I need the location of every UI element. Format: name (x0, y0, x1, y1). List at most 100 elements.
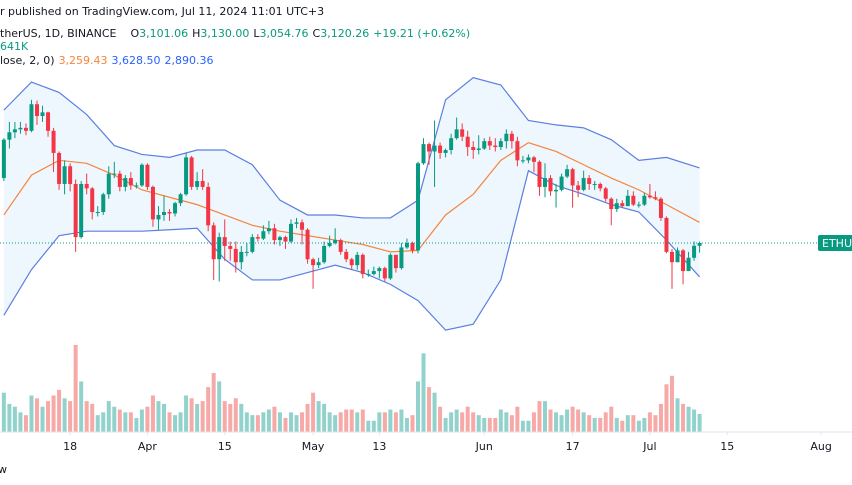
candle-body (101, 194, 106, 213)
volume-bar (211, 373, 216, 432)
candle-body (377, 268, 382, 272)
candle-body (178, 194, 183, 204)
volume-bar (537, 401, 542, 432)
volume-bar (609, 406, 614, 432)
legend-high: 3,130.00 (200, 27, 250, 40)
bb-upper (3, 77, 700, 219)
volume-bar (559, 415, 564, 432)
volume-bar (658, 403, 663, 432)
candle-body (415, 163, 420, 251)
candle-body (79, 183, 84, 238)
bb-lower-label: 2,890.36 (164, 54, 214, 67)
candle-body (366, 274, 371, 276)
volume-bar (570, 406, 575, 432)
candle-body (40, 112, 45, 117)
candle-body (84, 183, 89, 189)
volume-bar (255, 415, 260, 432)
candle-body (565, 169, 570, 177)
volume-bar (46, 401, 51, 432)
candle-body (239, 251, 244, 263)
candle-body (404, 243, 409, 248)
volume-bar (697, 413, 702, 432)
candle-body (156, 214, 161, 220)
candle-body (233, 248, 238, 263)
volume-bar (62, 398, 67, 432)
attribution: r published on TradingView.com, Jul 11, … (0, 5, 328, 19)
volume-bar (631, 415, 636, 432)
volume-bar (565, 409, 570, 432)
volume-bar (161, 403, 166, 432)
volume-bar (134, 417, 139, 432)
volume-bar (145, 406, 150, 432)
volume-bar (393, 412, 398, 432)
candle-body (316, 262, 321, 266)
x-tick-label: 17 (566, 440, 580, 453)
candle-body (217, 237, 222, 260)
candle-body (393, 254, 398, 269)
candle-body (592, 183, 597, 185)
volume-bar (454, 409, 459, 432)
candle-body (184, 157, 189, 195)
candle-body (515, 141, 520, 161)
volume-bar (95, 415, 100, 432)
volume-bar (509, 415, 514, 432)
volume-bar (415, 381, 420, 432)
candle-body (609, 198, 614, 210)
candle-body (68, 166, 73, 184)
candle-body (498, 141, 503, 148)
symbol: therUS, 1D, BINANCE (0, 27, 117, 40)
candle-body (18, 127, 23, 130)
candle-body (697, 242, 702, 246)
volume-bar (51, 395, 56, 432)
candle-body (255, 237, 260, 239)
candle-body (283, 237, 288, 242)
legend-o: O (130, 27, 140, 40)
legend-change: +19.21 (+0.62%) (373, 27, 471, 40)
candle-body (112, 173, 117, 175)
volume-bar (173, 415, 178, 432)
candle-body (581, 178, 586, 190)
volume-bar (23, 415, 28, 432)
x-tick-label: Apr (138, 440, 158, 453)
candle-body (272, 228, 277, 241)
volume-bar (101, 412, 106, 432)
volume-bar (316, 401, 321, 432)
volume-bar (526, 420, 531, 432)
candle-body (57, 152, 62, 184)
volume-bar (150, 395, 155, 432)
volume-bar (625, 415, 630, 432)
volume-bar (554, 412, 559, 432)
candle-body (410, 243, 415, 251)
volume-bar (156, 401, 161, 432)
candle-body (576, 185, 581, 190)
candle-body (658, 198, 663, 218)
volume-bar (382, 412, 387, 432)
candle-body (554, 189, 559, 192)
candle-body (443, 150, 448, 153)
candle-body (173, 203, 178, 214)
volume-bar (300, 412, 305, 432)
candle-body (73, 183, 78, 238)
volume-bar (681, 403, 686, 432)
volume-bar (294, 415, 299, 432)
volume-bar (647, 412, 652, 432)
candle-body (161, 212, 166, 215)
candle-body (250, 237, 255, 252)
volume-bar (333, 415, 338, 432)
volume-row: 641K (0, 40, 32, 54)
volume-bar (18, 412, 23, 432)
volume-label: 641K (0, 40, 29, 53)
candle-body (526, 157, 531, 161)
volume-bar (371, 420, 376, 432)
volume-bar (57, 389, 62, 432)
candle-body (338, 240, 343, 252)
x-tick-label: 15 (218, 440, 232, 453)
volume-bar (669, 375, 674, 432)
candle-body (277, 237, 282, 241)
candle-body (51, 130, 56, 153)
candle-body (382, 268, 387, 279)
candle-body (23, 127, 28, 131)
candle-body (614, 203, 619, 210)
volume-bar (68, 401, 73, 432)
